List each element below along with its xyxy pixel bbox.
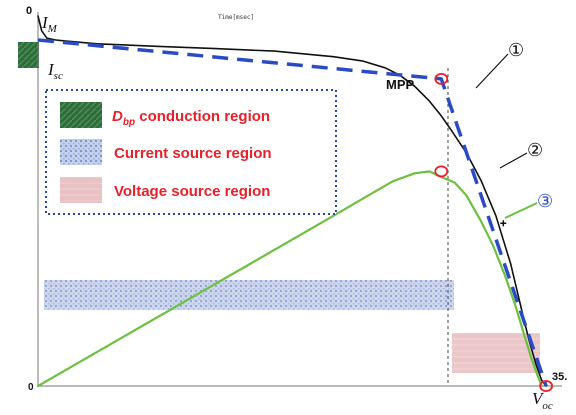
v-oc-label: Voc [532, 389, 553, 412]
i-sc-sub: sc [54, 70, 63, 82]
legend-item-conduction-rest: conduction region [135, 108, 270, 125]
i-sc-letter: I [47, 60, 55, 79]
legend-swatch-voltage [60, 177, 102, 203]
point-marker-2 [434, 165, 449, 178]
marker-3-label: ③ [537, 191, 553, 211]
i-m-label: IM [41, 13, 58, 35]
current-source-region-band [44, 280, 454, 310]
legend-item-current: Current source region [114, 145, 272, 162]
i-sc-label: Isc [47, 60, 63, 82]
legend-item-conduction-sub: bp [123, 117, 135, 128]
legend-item-conduction-main: D [112, 108, 123, 125]
series-3-cross-mark [500, 220, 507, 227]
points-layer [434, 73, 553, 392]
conduction-region-band [18, 42, 39, 68]
x-end-tick-label: 35. [552, 371, 567, 383]
point-marker-1 [434, 73, 449, 85]
series-2-curve [36, 170, 543, 388]
legend-swatch-current [60, 139, 102, 165]
point-marker-3 [539, 380, 553, 392]
legend-item-voltage: Voltage source region [114, 183, 270, 200]
marker-2-label: ② [527, 140, 543, 160]
marker-1-label: ① [508, 40, 524, 60]
series-3-curve [37, 38, 548, 387]
marker-1-leader [475, 53, 509, 89]
top-caption: Time[msec] [218, 14, 254, 21]
marker-3-leader [504, 202, 538, 219]
marker-2-leader [499, 152, 528, 169]
i-m-letter: I [41, 13, 49, 32]
origin-label: 0 [28, 382, 34, 393]
v-oc-sub: oc [542, 400, 553, 412]
i-m-sub: M [47, 23, 58, 35]
y-top-tick-label: 0 [26, 5, 32, 17]
series-layer [36, 15, 548, 388]
mpp-label: MPP [386, 77, 415, 92]
legend-swatch-conduction [60, 102, 102, 128]
v-oc-letter: V [532, 389, 545, 408]
voltage-source-region-band [452, 333, 540, 373]
legend-item-conduction: Dbp conduction region [112, 108, 270, 128]
